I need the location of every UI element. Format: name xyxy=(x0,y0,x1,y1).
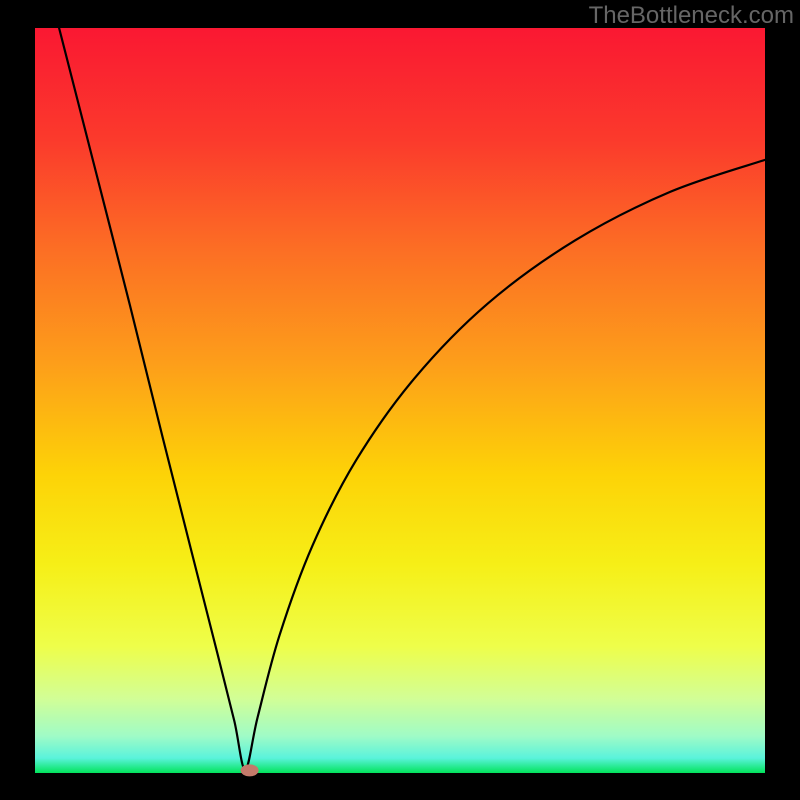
optimal-point-marker xyxy=(241,764,259,776)
chart-svg xyxy=(0,0,800,800)
plot-background xyxy=(35,28,765,773)
watermark-text: TheBottleneck.com xyxy=(589,2,794,30)
chart-stage: TheBottleneck.com xyxy=(0,0,800,800)
